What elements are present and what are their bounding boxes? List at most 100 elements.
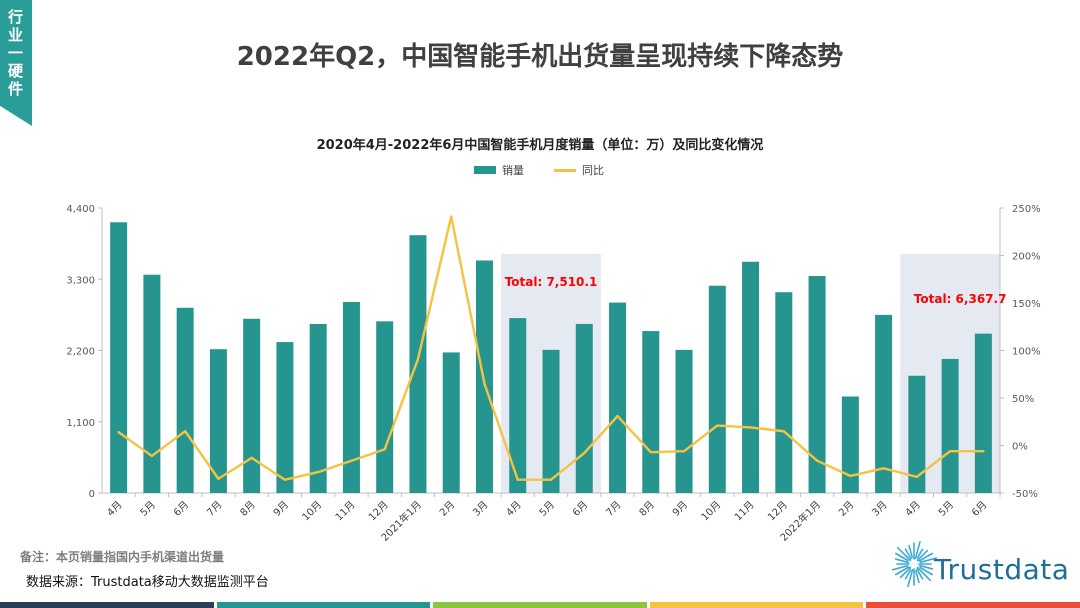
x-tick-label: 5月 — [936, 499, 956, 519]
yoy-point — [616, 414, 619, 418]
legend-line-swatch — [554, 168, 576, 172]
trustdata-logo-icon — [892, 540, 938, 588]
bar — [974, 333, 992, 493]
x-tick-label: 9月 — [670, 499, 690, 519]
x-tick-label: 11月 — [333, 499, 358, 524]
yoy-point — [416, 357, 420, 361]
x-tick-label: 12月 — [366, 499, 391, 524]
x-tick-label: 5月 — [138, 499, 158, 519]
x-tick-label: 3月 — [471, 499, 491, 519]
yoy-point — [483, 382, 486, 385]
x-tick-label: 5月 — [537, 499, 557, 519]
yoy-point — [150, 454, 154, 458]
bar — [442, 352, 460, 493]
footnote: 备注：本页销量指国内手机渠道出货量 — [20, 550, 225, 564]
y-right-tick-label: 50% — [1012, 394, 1034, 405]
yoy-point — [982, 450, 985, 453]
highlight-total-label: Total: 6,367.7 — [914, 292, 1007, 306]
yoy-point — [882, 467, 885, 470]
y-left-tick-label: 2,200 — [66, 347, 95, 358]
bar — [409, 235, 427, 494]
bar — [875, 314, 893, 493]
x-tick-label: 4月 — [105, 499, 125, 519]
yoy-point — [583, 451, 586, 455]
x-tick-label: 6月 — [969, 499, 989, 519]
bar — [209, 349, 227, 493]
x-tick-label: 7月 — [604, 499, 624, 519]
bar — [376, 321, 394, 493]
bar — [609, 302, 627, 493]
strip-segment — [216, 602, 431, 608]
bottom-color-strip — [0, 602, 1080, 608]
yoy-point — [782, 430, 786, 433]
y-left-tick-label: 4,400 — [66, 204, 95, 215]
chart-legend: 销量 同比 — [474, 162, 604, 178]
strip-segment — [866, 602, 1080, 608]
x-tick-label: 9月 — [271, 499, 291, 519]
bar — [742, 261, 760, 493]
section-tab: 行业一硬件 — [0, 0, 32, 126]
x-tick-label: 4月 — [504, 499, 524, 519]
x-tick-label: 4月 — [903, 499, 923, 519]
x-tick-label: 7月 — [204, 499, 224, 519]
chart-title: 2020年4月-2022年6月中国智能手机月度销量（单位：万）及同比变化情况 — [316, 138, 764, 153]
bar — [542, 349, 560, 493]
logo-text: Trustdata — [934, 553, 1070, 586]
x-tick-label: 2月 — [836, 499, 856, 519]
yoy-point — [948, 450, 952, 453]
y-right-tick-label: 250% — [1012, 204, 1041, 215]
bar — [509, 318, 527, 493]
x-tick-label: 12月 — [765, 499, 790, 524]
bar — [841, 396, 859, 493]
legend-item-sales: 销量 — [502, 164, 524, 177]
y-right-tick-label: -50% — [1012, 489, 1038, 500]
yoy-point — [316, 470, 320, 474]
y-left-tick-label: 0 — [89, 489, 95, 500]
yoy-point — [716, 424, 719, 427]
y-right-tick-label: 100% — [1012, 347, 1041, 358]
yoy-point — [549, 478, 553, 481]
yoy-point — [183, 430, 187, 433]
data-source: 数据来源：Trustdata移动大数据监测平台 — [26, 575, 269, 590]
yoy-point — [117, 431, 120, 434]
bar — [808, 276, 826, 493]
x-tick-label: 3月 — [870, 499, 890, 519]
yoy-point — [250, 456, 253, 460]
strip-segment — [649, 602, 864, 608]
yoy-point — [450, 215, 453, 218]
bar — [143, 274, 161, 493]
yoy-point — [350, 459, 353, 462]
x-tick-label: 10月 — [699, 499, 724, 524]
x-tick-label: 6月 — [171, 499, 191, 519]
y-right-tick-label: 200% — [1012, 252, 1041, 263]
bar — [243, 318, 261, 493]
highlight-total-label: Total: 7,510.1 — [505, 275, 598, 289]
y-right-tick-label: 150% — [1012, 299, 1041, 310]
x-tick-label: 10月 — [300, 499, 325, 524]
y-left-tick-label: 3,300 — [66, 275, 95, 286]
yoy-point — [682, 450, 686, 453]
bar — [342, 301, 360, 493]
strip-segment — [0, 602, 214, 608]
bar — [176, 307, 194, 493]
yoy-point — [516, 478, 519, 481]
x-tick-label: 2月 — [437, 499, 457, 519]
yoy-point — [649, 450, 652, 454]
bar — [675, 349, 693, 493]
bar — [575, 323, 593, 493]
yoy-point — [915, 475, 919, 479]
yoy-point — [815, 459, 819, 462]
x-tick-label: 6月 — [570, 499, 590, 519]
bar — [110, 222, 128, 493]
bar — [908, 375, 926, 493]
yoy-point — [217, 477, 220, 480]
x-tick-label: 8月 — [238, 499, 258, 519]
bar — [642, 331, 660, 493]
bar — [941, 358, 959, 493]
x-tick-label: 8月 — [637, 499, 657, 519]
bar — [708, 285, 726, 493]
yoy-point — [849, 474, 852, 478]
bar — [775, 292, 793, 493]
section-tab-label: 行业一硬件 — [7, 8, 24, 98]
